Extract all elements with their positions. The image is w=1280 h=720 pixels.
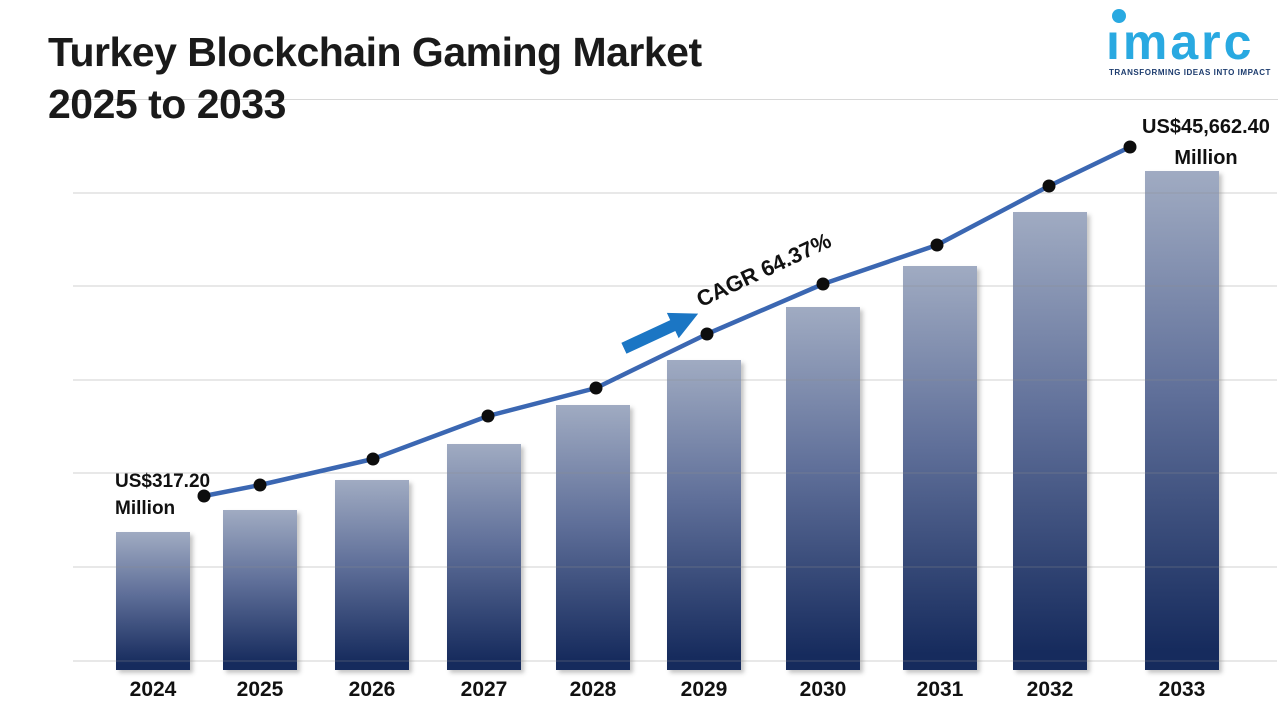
data-point-2033 <box>1123 140 1137 154</box>
end-value-label: US$45,662.40 Million <box>1132 112 1280 174</box>
x-axis-label-2031: 2031 <box>916 678 964 701</box>
x-axis-label-2029: 2029 <box>680 678 728 701</box>
data-point-2026 <box>366 452 380 466</box>
data-point-2025 <box>253 478 267 492</box>
cagr-annotation: CAGR 64.37% <box>692 227 835 312</box>
data-point-2029 <box>700 327 714 341</box>
data-point-2027 <box>481 409 495 423</box>
start-value-line1: US$317.20 <box>115 471 211 492</box>
x-axis-label-2026: 2026 <box>348 678 396 701</box>
x-axis-label-2032: 2032 <box>1026 678 1074 701</box>
logo-dot-icon <box>1112 9 1126 23</box>
x-axis-label-2027: 2027 <box>460 678 508 701</box>
logo-wordmark: ımarc <box>1106 14 1255 70</box>
start-value-line2: Million <box>115 498 176 519</box>
x-axis-label-2028: 2028 <box>569 678 617 701</box>
bar-2029 <box>667 360 741 670</box>
data-point-2031 <box>930 238 944 252</box>
bar-2026 <box>335 480 409 670</box>
page-title-line2: 2025 to 2033 <box>48 81 286 127</box>
logo-tagline: TRANSFORMING IDEAS INTO IMPACT <box>1109 68 1271 77</box>
page-title-line1: Turkey Blockchain Gaming Market <box>48 29 702 75</box>
data-point-2032 <box>1042 179 1056 193</box>
bar-2033 <box>1145 171 1219 670</box>
title-divider <box>60 99 1278 100</box>
bar-2025 <box>223 510 297 670</box>
bar-2028 <box>556 405 630 670</box>
x-axis-label-2033: 2033 <box>1158 678 1206 701</box>
data-point-2030 <box>816 277 830 291</box>
trend-line <box>201 144 1133 499</box>
end-value-line1: US$45,662.40 <box>1142 116 1270 138</box>
page-title: Turkey Blockchain Gaming Market 2025 to … <box>48 26 702 130</box>
bar-2031 <box>903 266 977 670</box>
start-value-label: US$317.20 Million <box>115 468 210 522</box>
data-point-2024 <box>197 489 211 503</box>
bar-2024 <box>116 532 190 670</box>
data-point-2028 <box>589 381 603 395</box>
growth-arrow-icon <box>621 312 699 354</box>
x-axis-label-2024: 2024 <box>129 678 177 701</box>
bar-2032 <box>1013 212 1087 670</box>
end-value-line2: Million <box>1174 147 1238 169</box>
bar-2030 <box>786 307 860 670</box>
x-axis-label-2025: 2025 <box>236 678 284 701</box>
x-axis-label-2030: 2030 <box>799 678 847 701</box>
bar-2027 <box>447 444 521 670</box>
